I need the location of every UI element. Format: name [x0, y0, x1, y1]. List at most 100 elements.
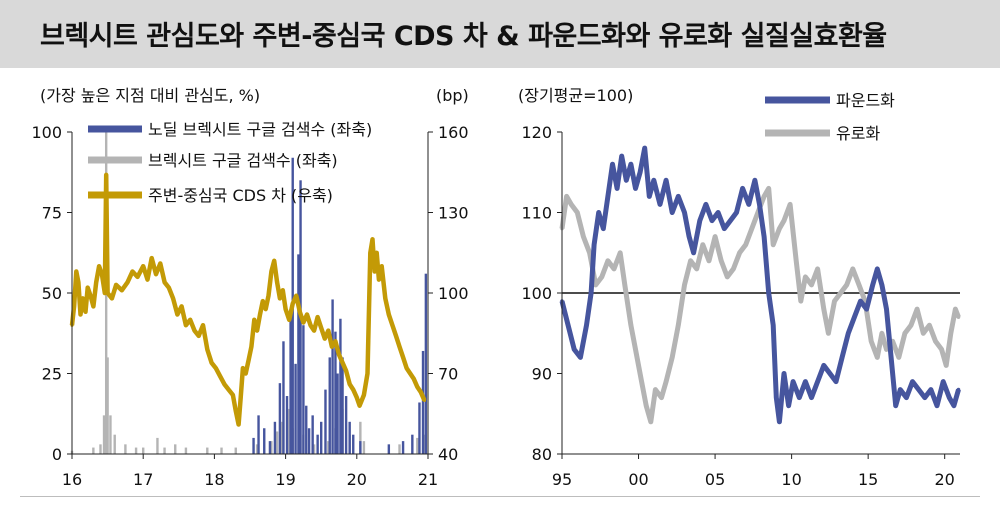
euro-point — [896, 355, 901, 360]
cds-spread-point — [175, 312, 179, 317]
cds-spread-point — [72, 304, 76, 309]
pound-point — [589, 291, 593, 295]
euro-point — [762, 194, 766, 199]
brexit-search-bar — [142, 447, 145, 454]
pound-point — [610, 162, 615, 166]
no-deal-search-bar — [328, 357, 331, 454]
brexit-search-bar — [174, 444, 177, 454]
euro-point — [939, 347, 944, 352]
y-tick-label-left: 0 — [52, 445, 62, 464]
no-deal-search-bar — [282, 341, 285, 454]
pound-point — [676, 194, 681, 199]
euro-point — [799, 299, 803, 303]
pound-point — [592, 242, 596, 247]
euro-point — [838, 291, 843, 295]
euro-point — [826, 331, 831, 336]
cds-spread-point — [284, 307, 288, 311]
pound-point — [852, 315, 857, 319]
euro-point — [633, 347, 638, 352]
cds-spread-point — [394, 334, 398, 338]
pound-point — [652, 178, 656, 183]
euro-point — [815, 267, 820, 271]
x-tick-label-right-chart: 95 — [552, 470, 572, 489]
left-legend: 노딜 브렉시트 구글 검색수 (좌축) 브렉시트 구글 검색수 (좌축) 주변-중심… — [88, 120, 372, 205]
euro-point — [688, 259, 693, 263]
cds-spread-point — [333, 339, 338, 343]
euro-point — [777, 226, 782, 231]
pound-point — [710, 218, 714, 223]
y-tick-label-right: 160 — [438, 123, 469, 142]
legend-no-deal-label: 노딜 브렉시트 구글 검색수 (좌축) — [148, 120, 372, 139]
brexit-search-bar — [134, 447, 138, 454]
pound-point — [642, 146, 647, 150]
cds-spread-point — [264, 307, 268, 311]
cds-spread-point — [358, 404, 362, 408]
no-deal-search-bar — [311, 415, 314, 454]
cds-spread-point — [383, 296, 387, 300]
euro-point — [653, 387, 658, 392]
cds-spread-point — [362, 393, 366, 397]
euro-point — [737, 250, 742, 255]
cds-spread-point — [330, 345, 334, 349]
euro-point — [880, 331, 884, 336]
cds-spread-point — [298, 310, 302, 314]
no-deal-search-bar — [294, 363, 297, 454]
brexit-search-bar — [206, 447, 209, 454]
cds-spread-point — [94, 280, 98, 284]
brexit-search-bar — [362, 441, 366, 454]
y-tick-label-left: 75 — [42, 204, 62, 223]
cds-spread-point — [192, 328, 197, 333]
pound-point — [935, 403, 939, 408]
pound-point — [704, 202, 708, 207]
cds-spread-point — [269, 269, 273, 274]
pound-point — [619, 154, 624, 158]
cds-spread-point — [180, 304, 184, 309]
cds-spread-point — [419, 390, 423, 394]
cds-spread-point — [258, 312, 262, 317]
left-chart: (가장 높은 지점 대비 관심도, %) (bp) 0 25 50 75 100 40 70… — [31, 86, 468, 489]
page-title: 브렉시트 관심도와 주변-중심국 CDS 차 & 파운드화와 유로화 실질실효환… — [40, 21, 887, 52]
no-deal-search-bar — [316, 434, 319, 454]
pound-point — [658, 202, 662, 207]
euro-point — [719, 259, 723, 263]
euro-point — [903, 331, 907, 336]
euro-point — [921, 331, 926, 336]
pound-point — [624, 178, 629, 183]
euro-point — [612, 267, 616, 271]
pound-point — [910, 379, 915, 384]
pound-point — [572, 347, 577, 352]
no-deal-search-bar — [387, 444, 391, 454]
euro-point — [884, 347, 889, 352]
no-deal-search-bar — [424, 273, 428, 454]
y-tick-label-right: 40 — [438, 445, 458, 464]
y-tick-label-right-chart: 90 — [532, 365, 552, 384]
no-deal-search-bar — [297, 254, 300, 454]
y-tick-label-right: 130 — [438, 204, 469, 223]
brexit-search-bar — [220, 447, 223, 454]
cds-spread-point — [365, 371, 370, 376]
brexit-search-bar — [416, 437, 419, 454]
pound-point — [722, 226, 727, 231]
cds-spread-point — [387, 312, 391, 317]
no-deal-search-bar — [418, 402, 421, 454]
cds-spread-point — [81, 296, 85, 300]
cds-spread-point — [110, 296, 114, 300]
y-tick-label-right: 70 — [438, 365, 458, 384]
legend-brexit-label: 브렉시트 구글 검색수 (좌축) — [148, 151, 338, 170]
euro-point — [857, 283, 861, 287]
pound-point — [797, 395, 802, 400]
no-deal-search-bar — [401, 441, 405, 454]
cds-spread-series — [69, 172, 427, 427]
euro-point — [676, 323, 681, 328]
x-tick-label-left: 19 — [275, 470, 295, 489]
euro-point — [915, 307, 919, 311]
cds-spread-point — [214, 366, 218, 370]
pound-point — [753, 178, 757, 183]
euro-point — [600, 275, 604, 279]
pound-point — [766, 291, 771, 295]
pound-point — [791, 379, 795, 384]
brexit-search-bar — [280, 421, 284, 454]
brexit-search-bar — [275, 431, 279, 454]
